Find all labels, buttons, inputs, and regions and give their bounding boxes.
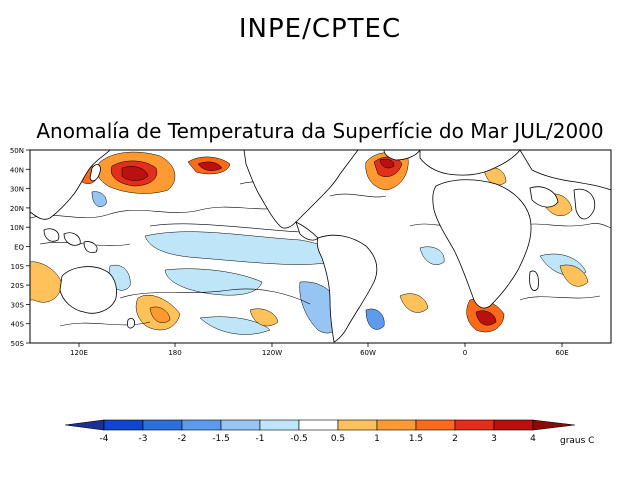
colorbar-level-label: 0.5 xyxy=(331,434,345,444)
cold-anomaly-north-pacific xyxy=(91,191,107,207)
land-japan xyxy=(89,164,101,182)
colorbar-level-label: -1.5 xyxy=(212,434,230,444)
colorbar-level-label: -4 xyxy=(100,434,109,444)
land-madagascar xyxy=(529,270,539,291)
colorbar: -4 -3 -2 -1.5 -1 -0.5 0.5 1 1.5 2 3 4 gr… xyxy=(64,419,594,446)
longitude-labels: 120E 180 120W 60W 0 60E xyxy=(70,349,569,357)
land-central-america xyxy=(295,221,319,241)
land-australia xyxy=(59,266,117,314)
land-greenland xyxy=(383,150,421,161)
colorbar-level-label: 1 xyxy=(374,434,380,444)
lat-label: 20S xyxy=(11,282,25,290)
lat-label: 10S xyxy=(11,263,25,271)
colorbar-level-label: 3 xyxy=(491,434,497,444)
colorbar-segment xyxy=(415,419,456,431)
land-maritime-se-asia xyxy=(43,228,98,253)
colorbar-level-label: 4 xyxy=(530,434,536,444)
land-asia-east xyxy=(30,150,111,220)
lat-label: 50N xyxy=(10,147,24,155)
land-asia-west xyxy=(519,150,611,191)
lat-label: 20N xyxy=(10,205,24,213)
colorbar-segment xyxy=(103,419,144,431)
lon-label: 60E xyxy=(555,349,568,357)
map-title: Anomalía de Temperatura da Superfície do… xyxy=(36,119,604,143)
colorbar-segment xyxy=(337,419,378,431)
lat-label: EQ xyxy=(14,244,24,252)
land-arabia xyxy=(529,186,559,208)
latitude-labels: 50N 40N 30N 20N 10N EQ 10S 20S 30S 40S 5… xyxy=(10,147,25,348)
lat-label: 40S xyxy=(11,321,25,329)
cold-anomaly-far-south xyxy=(199,316,271,335)
lat-label: 50S xyxy=(11,340,25,348)
land-europe xyxy=(419,150,521,176)
lon-label: 180 xyxy=(168,349,181,357)
cold-anomaly-atlantic xyxy=(419,246,445,265)
land-india xyxy=(573,188,596,220)
colorbar-segment xyxy=(259,419,300,431)
colorbar-segment xyxy=(142,419,183,431)
colorbar-segment xyxy=(493,419,534,431)
land-africa xyxy=(432,179,532,309)
cold-anomaly-south-pacific xyxy=(164,268,263,296)
land-south-america xyxy=(316,234,378,343)
lat-label: 10N xyxy=(10,224,24,232)
lon-label: 120W xyxy=(262,349,282,357)
colorbar-max-arrow xyxy=(532,419,576,431)
colorbar-segment xyxy=(298,419,339,431)
colorbar-unit: graus C xyxy=(560,436,594,446)
land-new-zealand xyxy=(127,318,135,329)
lon-label: 60W xyxy=(360,349,376,357)
organization-title: INPE/CPTEC xyxy=(238,14,402,44)
colorbar-segment xyxy=(376,419,417,431)
colorbar-min-arrow xyxy=(64,419,105,431)
colorbar-level-label: 2 xyxy=(452,434,458,444)
colorbar-segment xyxy=(454,419,495,431)
colorbar-level-label: -2 xyxy=(178,434,187,444)
colorbar-level-label: 1.5 xyxy=(409,434,423,444)
warm-anomaly-atlantic-south xyxy=(399,293,429,313)
colorbar-level-label: -0.5 xyxy=(290,434,308,444)
lon-label: 120E xyxy=(70,349,88,357)
warm-anomaly-south-indian xyxy=(559,264,589,287)
colorbar-segment xyxy=(220,419,261,431)
warm-anomaly-australia-west xyxy=(30,261,63,303)
lat-label: 30N xyxy=(10,186,24,194)
land-north-america xyxy=(243,150,359,229)
cold-anomaly-south-america-sw xyxy=(365,308,385,330)
lon-label: 0 xyxy=(463,349,467,357)
lat-label: 40N xyxy=(10,166,24,174)
warm-anomaly-south-pacific-east xyxy=(249,308,279,327)
colorbar-level-label: -1 xyxy=(256,434,265,444)
colorbar-level-label: -3 xyxy=(139,434,148,444)
anomaly-field xyxy=(30,150,611,343)
lat-label: 30S xyxy=(11,301,25,309)
colorbar-segment xyxy=(181,419,222,431)
